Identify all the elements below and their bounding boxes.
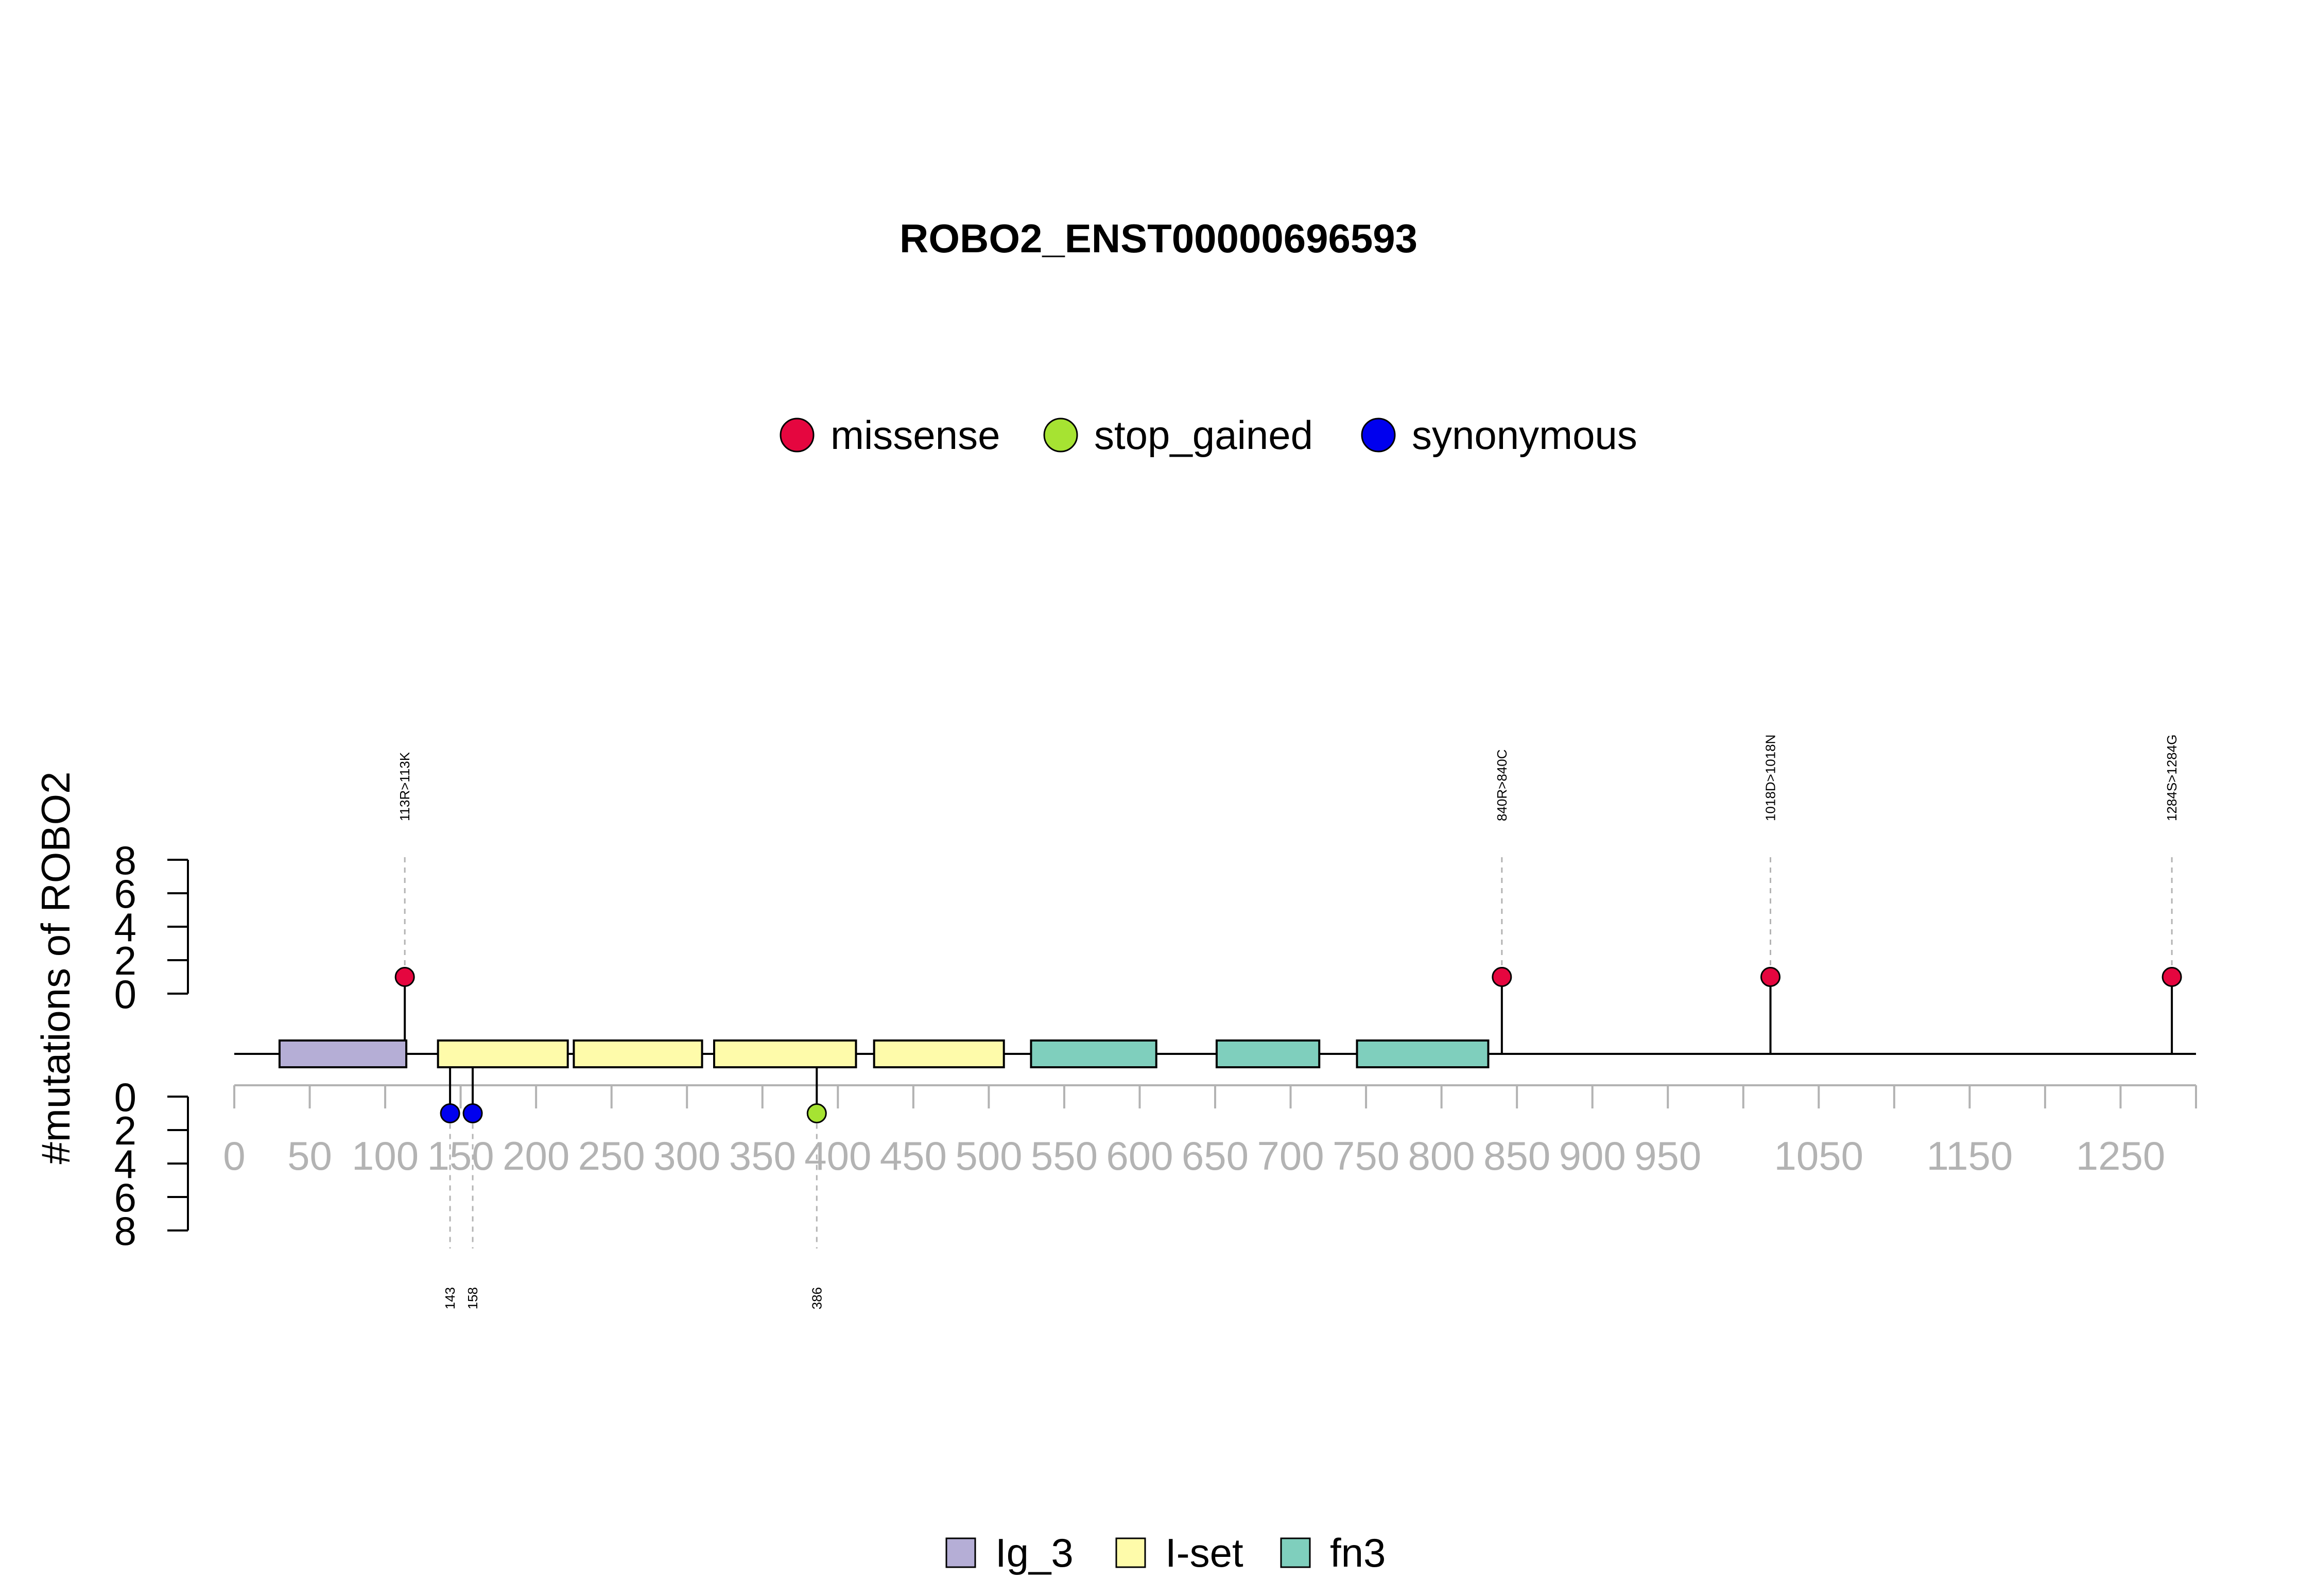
x-tick-label: 450	[880, 1133, 947, 1178]
x-tick-label: 0	[223, 1133, 245, 1178]
legend-label-Ig_3: Ig_3	[995, 1530, 1074, 1575]
mutation-label-top: 1018D>1018N	[1763, 735, 1778, 821]
x-tick-label: 550	[1031, 1133, 1098, 1178]
domain-fn3	[1215, 1039, 1321, 1068]
x-tick-label: 950	[1634, 1133, 1701, 1178]
x-tick-label: 400	[804, 1133, 871, 1178]
x-tick-label: 800	[1408, 1133, 1475, 1178]
legend-label-missense: missense	[831, 412, 1000, 458]
y-tick-label-top: 2	[114, 938, 136, 983]
legend-label-fn3: fn3	[1330, 1530, 1386, 1575]
mutation-label-top: 113R>113K	[397, 752, 412, 821]
y-tick-label-top: 4	[114, 905, 136, 950]
legend-swatch-I-set	[1115, 1537, 1146, 1568]
y-tick-label-bottom: 6	[114, 1175, 136, 1220]
mutation-point-synonymous	[440, 1103, 460, 1123]
x-tick-label: 50	[287, 1133, 332, 1178]
mutation-point-synonymous	[462, 1103, 483, 1123]
domain-I-set	[713, 1039, 857, 1068]
mutation-label-bottom: 143	[442, 1287, 458, 1309]
y-tick-label-bottom: 2	[114, 1108, 136, 1153]
mutation-legend: missense stop_gained synonymous	[780, 412, 1637, 458]
domain-fn3	[1356, 1039, 1490, 1068]
x-tick-label: 750	[1333, 1133, 1399, 1178]
domain-I-set	[873, 1039, 1005, 1068]
y-tick-label-top: 6	[114, 871, 136, 916]
mutation-point-missense	[394, 967, 415, 987]
x-tick-label: 300	[653, 1133, 720, 1178]
x-tick-label: 100	[352, 1133, 419, 1178]
legend-label-synonymous: synonymous	[1412, 412, 1637, 458]
domain-legend: Ig_3 I-set fn3	[945, 1530, 1386, 1575]
domain-fn3	[1030, 1039, 1157, 1068]
x-tick-label: 1050	[1774, 1133, 1864, 1178]
domain-Ig_3	[278, 1039, 408, 1068]
y-tick-label-bottom: 4	[114, 1141, 136, 1187]
mutation-label-top: 1284S>1284G	[2164, 735, 2180, 821]
x-axis: 0 50 100 150 200 250 300 350 400 450 500 550 600 650 7…	[223, 1084, 2197, 1178]
y-tick-label-top: 8	[114, 838, 136, 883]
mutation-point-missense	[1760, 967, 1781, 987]
mutation-label-bottom: 386	[809, 1287, 824, 1309]
mutation-point-missense	[1492, 967, 1512, 987]
legend-swatch-Ig_3	[945, 1537, 976, 1568]
x-tick-label: 350	[729, 1133, 796, 1178]
chart-title: ROBO2_ENST00000696593	[900, 216, 1417, 261]
x-tick-label: 900	[1559, 1133, 1626, 1178]
legend-swatch-fn3	[1280, 1537, 1311, 1568]
domain-I-set	[573, 1039, 703, 1068]
legend-marker-synonymous	[1361, 418, 1396, 453]
x-tick-label: 650	[1182, 1133, 1249, 1178]
x-tick-label: 500	[955, 1133, 1022, 1178]
x-tick-label: 250	[578, 1133, 645, 1178]
mutation-point-missense	[2162, 967, 2182, 987]
protein-track	[234, 1039, 2196, 1068]
y-tick-label-bottom: 0	[114, 1074, 136, 1120]
legend-label-stop_gained: stop_gained	[1094, 412, 1313, 458]
x-tick-label: 150	[427, 1133, 494, 1178]
y-axis-label: #mutations of ROBO2	[33, 771, 78, 1164]
mutation-label-top: 840R>840C	[1494, 750, 1510, 822]
x-tick-label: 1150	[1927, 1133, 2013, 1178]
legend-marker-missense	[780, 418, 815, 453]
mutation-point-stop_gained	[806, 1103, 827, 1123]
x-tick-label: 600	[1106, 1133, 1173, 1178]
legend-label-I-set: I-set	[1165, 1530, 1243, 1575]
x-tick-label: 700	[1257, 1133, 1324, 1178]
legend-marker-stop_gained	[1043, 418, 1078, 453]
y-tick-label-top: 0	[114, 972, 136, 1017]
mutation-label-bottom: 158	[465, 1287, 480, 1309]
mutation-lollipops: 113R>113K 840R>840C 1018D>1018N 1284S>1284G…	[394, 735, 2182, 1309]
domain-I-set	[437, 1039, 569, 1068]
x-tick-label: 200	[503, 1133, 569, 1178]
y-tick-label-bottom: 8	[114, 1208, 136, 1254]
x-tick-label: 850	[1483, 1133, 1550, 1178]
x-tick-label: 1250	[2076, 1133, 2166, 1178]
